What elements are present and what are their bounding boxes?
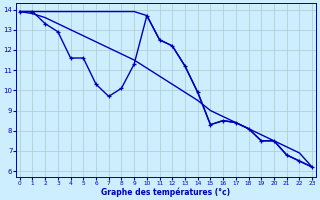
X-axis label: Graphe des températures (°c): Graphe des températures (°c) [101,187,230,197]
